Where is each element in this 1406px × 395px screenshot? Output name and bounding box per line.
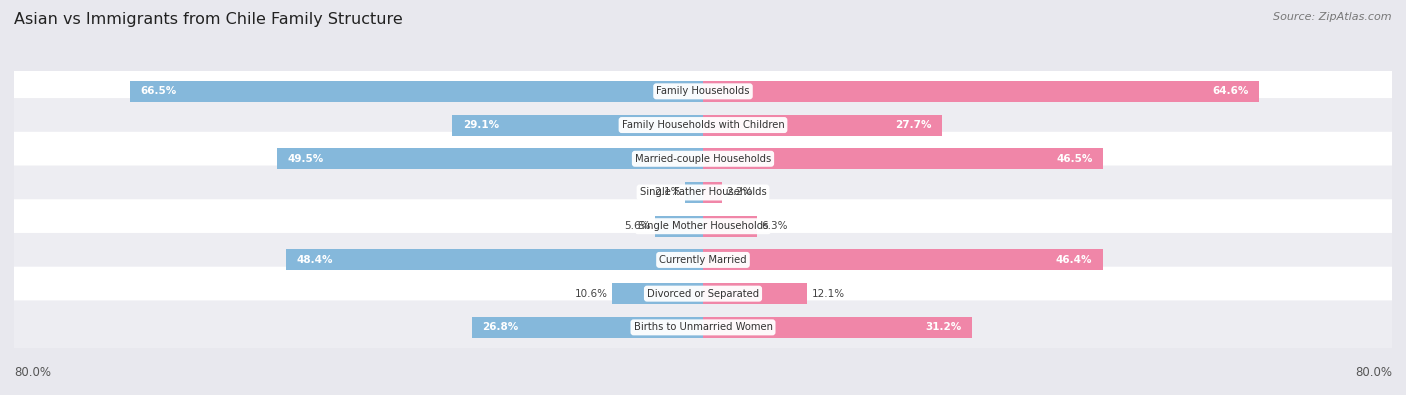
Text: Divorced or Separated: Divorced or Separated <box>647 289 759 299</box>
Text: Single Mother Households: Single Mother Households <box>638 221 768 231</box>
Bar <box>703 148 1104 169</box>
Bar <box>703 250 1102 271</box>
FancyBboxPatch shape <box>7 64 1399 118</box>
FancyBboxPatch shape <box>7 267 1399 321</box>
Bar <box>131 81 703 102</box>
Text: 10.6%: 10.6% <box>575 289 607 299</box>
Text: Births to Unmarried Women: Births to Unmarried Women <box>634 322 772 332</box>
Text: Single Father Households: Single Father Households <box>640 188 766 198</box>
Text: 6.3%: 6.3% <box>762 221 787 231</box>
Text: 46.4%: 46.4% <box>1056 255 1092 265</box>
Text: 66.5%: 66.5% <box>141 87 177 96</box>
FancyBboxPatch shape <box>7 300 1399 354</box>
Bar <box>703 283 807 304</box>
FancyBboxPatch shape <box>7 199 1399 253</box>
Bar <box>703 317 972 338</box>
Text: 26.8%: 26.8% <box>482 322 519 332</box>
Text: Asian vs Immigrants from Chile Family Structure: Asian vs Immigrants from Chile Family St… <box>14 12 402 27</box>
Text: 48.4%: 48.4% <box>297 255 333 265</box>
Bar <box>277 148 703 169</box>
Text: 5.6%: 5.6% <box>624 221 651 231</box>
Text: 12.1%: 12.1% <box>811 289 845 299</box>
Text: Source: ZipAtlas.com: Source: ZipAtlas.com <box>1274 12 1392 22</box>
Bar <box>453 115 703 135</box>
Bar <box>703 182 721 203</box>
Text: Family Households: Family Households <box>657 87 749 96</box>
Text: Currently Married: Currently Married <box>659 255 747 265</box>
Text: 27.7%: 27.7% <box>894 120 931 130</box>
Bar <box>685 182 703 203</box>
Bar <box>287 250 703 271</box>
Bar <box>612 283 703 304</box>
Text: 2.1%: 2.1% <box>654 188 681 198</box>
Bar <box>472 317 703 338</box>
Bar <box>655 216 703 237</box>
FancyBboxPatch shape <box>7 166 1399 220</box>
Text: 2.2%: 2.2% <box>727 188 752 198</box>
Text: 46.5%: 46.5% <box>1057 154 1092 164</box>
FancyBboxPatch shape <box>7 233 1399 287</box>
Bar <box>703 216 758 237</box>
Text: 49.5%: 49.5% <box>287 154 323 164</box>
FancyBboxPatch shape <box>7 132 1399 186</box>
Bar <box>703 81 1260 102</box>
Text: Family Households with Children: Family Households with Children <box>621 120 785 130</box>
Text: 29.1%: 29.1% <box>463 120 499 130</box>
FancyBboxPatch shape <box>7 98 1399 152</box>
Text: Married-couple Households: Married-couple Households <box>636 154 770 164</box>
Text: 80.0%: 80.0% <box>14 366 51 379</box>
Text: 64.6%: 64.6% <box>1212 87 1249 96</box>
Text: 31.2%: 31.2% <box>925 322 962 332</box>
Bar <box>703 115 942 135</box>
Text: 80.0%: 80.0% <box>1355 366 1392 379</box>
